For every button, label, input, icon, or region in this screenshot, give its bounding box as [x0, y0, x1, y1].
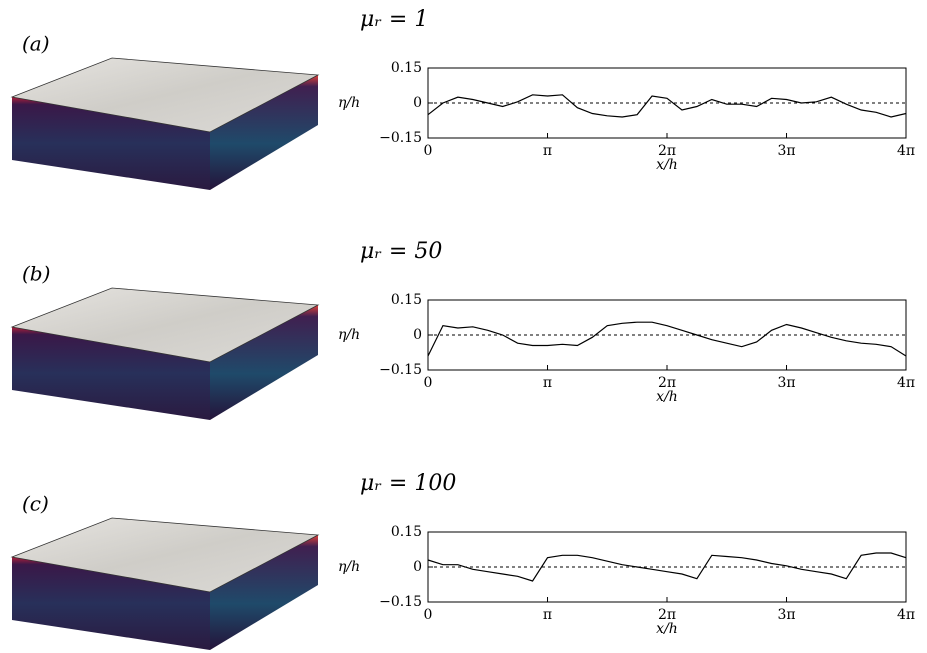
y-axis-label: η/h	[338, 95, 360, 111]
plot-frame	[427, 299, 907, 371]
x-tick-label: 4π	[897, 375, 915, 391]
render-3d	[11, 517, 319, 651]
plot-frame	[427, 531, 907, 603]
y-tick-label: −0.15	[379, 130, 422, 146]
y-tick-label: 0.15	[391, 292, 422, 308]
x-tick-label: 3π	[777, 607, 795, 623]
x-axis-label: x/h	[656, 389, 678, 405]
x-tick-label: 4π	[897, 607, 915, 623]
x-tick-label: π	[543, 143, 552, 159]
chart-title: μᵣ = 1	[360, 7, 428, 32]
x-tick-label: 4π	[897, 143, 915, 159]
x-tick-label: 0	[424, 375, 433, 391]
data-line	[427, 321, 907, 357]
x-tick-label: 2π	[658, 375, 676, 391]
panel-label: (a)	[22, 32, 50, 56]
data-line	[427, 94, 907, 118]
x-tick-label: 0	[424, 143, 433, 159]
x-tick-label: π	[543, 375, 552, 391]
y-tick-label: 0.15	[391, 60, 422, 76]
x-axis-label: x/h	[656, 621, 678, 637]
y-tick-label: −0.15	[379, 362, 422, 378]
y-tick-label: 0	[413, 327, 422, 343]
x-tick-label: 2π	[658, 143, 676, 159]
y-tick-label: 0	[413, 95, 422, 111]
x-tick-label: 3π	[777, 375, 795, 391]
chart-title: μᵣ = 50	[360, 239, 442, 264]
x-axis-label: x/h	[656, 157, 678, 173]
y-tick-label: 0.15	[391, 524, 422, 540]
render-3d	[11, 287, 319, 421]
plot-frame	[427, 67, 907, 139]
x-tick-label: 2π	[658, 607, 676, 623]
y-tick-label: −0.15	[379, 594, 422, 610]
x-tick-label: π	[543, 607, 552, 623]
x-tick-label: 0	[424, 607, 433, 623]
x-tick-label: 3π	[777, 143, 795, 159]
chart-title: μᵣ = 100	[360, 471, 456, 496]
y-tick-label: 0	[413, 559, 422, 575]
data-line	[427, 552, 907, 582]
render-3d	[11, 57, 319, 191]
y-axis-label: η/h	[338, 559, 360, 575]
panel-label: (b)	[22, 262, 50, 286]
y-axis-label: η/h	[338, 327, 360, 343]
panel-label: (c)	[22, 492, 49, 516]
